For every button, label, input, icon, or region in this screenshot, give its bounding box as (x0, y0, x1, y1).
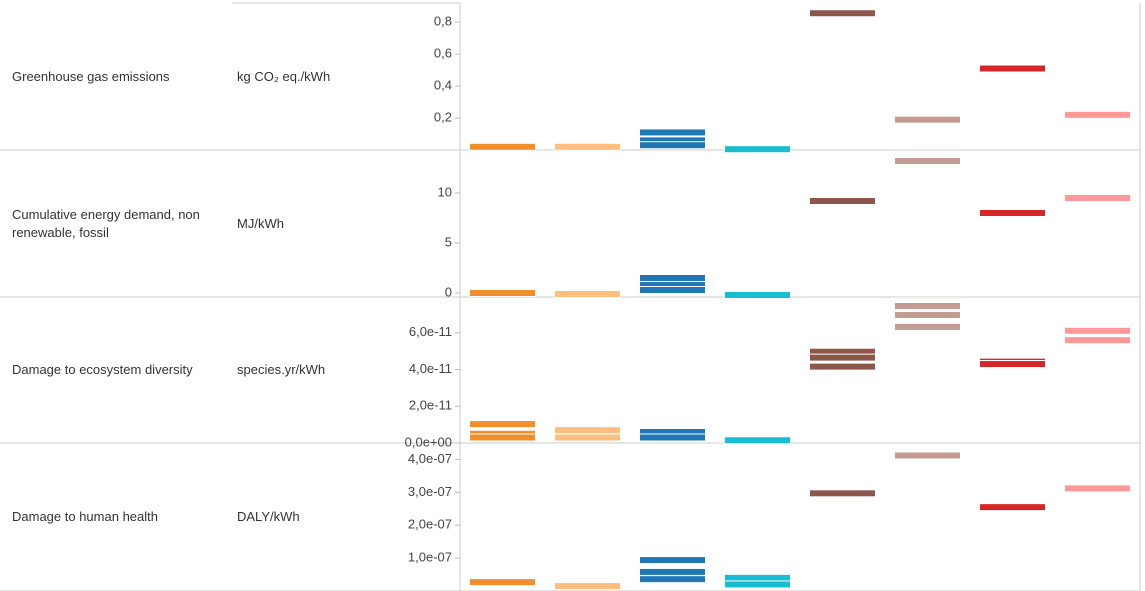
bar (894, 301, 961, 310)
bar (554, 433, 621, 442)
y-tick-label: 6,0e-11 (409, 324, 452, 339)
row-label: Cumulative energy demand, non renewable,… (12, 206, 200, 240)
bar (1064, 326, 1131, 335)
bar (1064, 484, 1131, 493)
row-label: Damage to human health (12, 509, 158, 524)
y-tick-label: 1,0e-07 (408, 550, 452, 565)
bar (894, 115, 961, 124)
y-tick-label: 0,0e+00 (405, 434, 452, 449)
bar (724, 291, 791, 299)
bar (724, 580, 791, 589)
bar (639, 556, 706, 565)
y-tick-label: 4,0e-11 (409, 361, 452, 376)
bar (894, 310, 961, 319)
unit-label: species.yr/kWh (237, 362, 326, 377)
unit-label: DALY/kWh (237, 509, 300, 524)
bar (469, 142, 536, 151)
y-tick-label: 0,4 (434, 78, 452, 93)
bar (469, 433, 536, 442)
bar (639, 575, 706, 584)
bar (894, 451, 961, 460)
bar (1064, 336, 1131, 345)
bar (809, 362, 876, 371)
bar (554, 290, 621, 298)
y-tick-label: 4,0e-07 (408, 451, 452, 466)
row-label: Greenhouse gas emissions (12, 68, 170, 84)
y-tick-label: 0,6 (434, 46, 452, 61)
y-tick-label: 10 (438, 184, 452, 199)
bar (724, 145, 791, 154)
unit-label: kg CO₂ eq./kWh (237, 68, 331, 84)
bar (894, 157, 961, 165)
bar (809, 489, 876, 498)
y-tick-label: 0,2 (434, 109, 452, 124)
bar (639, 567, 706, 576)
bar (809, 197, 876, 205)
bar (554, 142, 621, 151)
y-tick-label: 3,0e-07 (408, 484, 452, 499)
bar (554, 582, 621, 591)
unit-label: MJ/kWh (237, 215, 284, 231)
bar (639, 128, 706, 137)
bar (1064, 110, 1131, 119)
bar (639, 433, 706, 442)
y-tick-label: 2,0e-07 (408, 517, 452, 532)
bar (979, 360, 1046, 369)
bar (724, 436, 791, 445)
y-tick-label: 0,8 (434, 14, 452, 29)
bar (979, 64, 1046, 73)
bar (639, 274, 706, 282)
y-tick-label: 5 (445, 234, 452, 249)
bar (894, 322, 961, 331)
row-label: Damage to ecosystem diversity (12, 362, 193, 377)
bar (554, 426, 621, 435)
bar (979, 503, 1046, 512)
bar (639, 286, 706, 294)
bar (809, 9, 876, 18)
y-tick-label: 2,0e-11 (409, 398, 452, 413)
bar (469, 578, 536, 587)
bar (469, 289, 536, 297)
y-tick-label: 0 (445, 284, 452, 299)
bar (639, 141, 706, 150)
bar (1064, 194, 1131, 202)
bar (724, 573, 791, 582)
bar (979, 209, 1046, 217)
bar (469, 420, 536, 429)
bar (809, 353, 876, 362)
